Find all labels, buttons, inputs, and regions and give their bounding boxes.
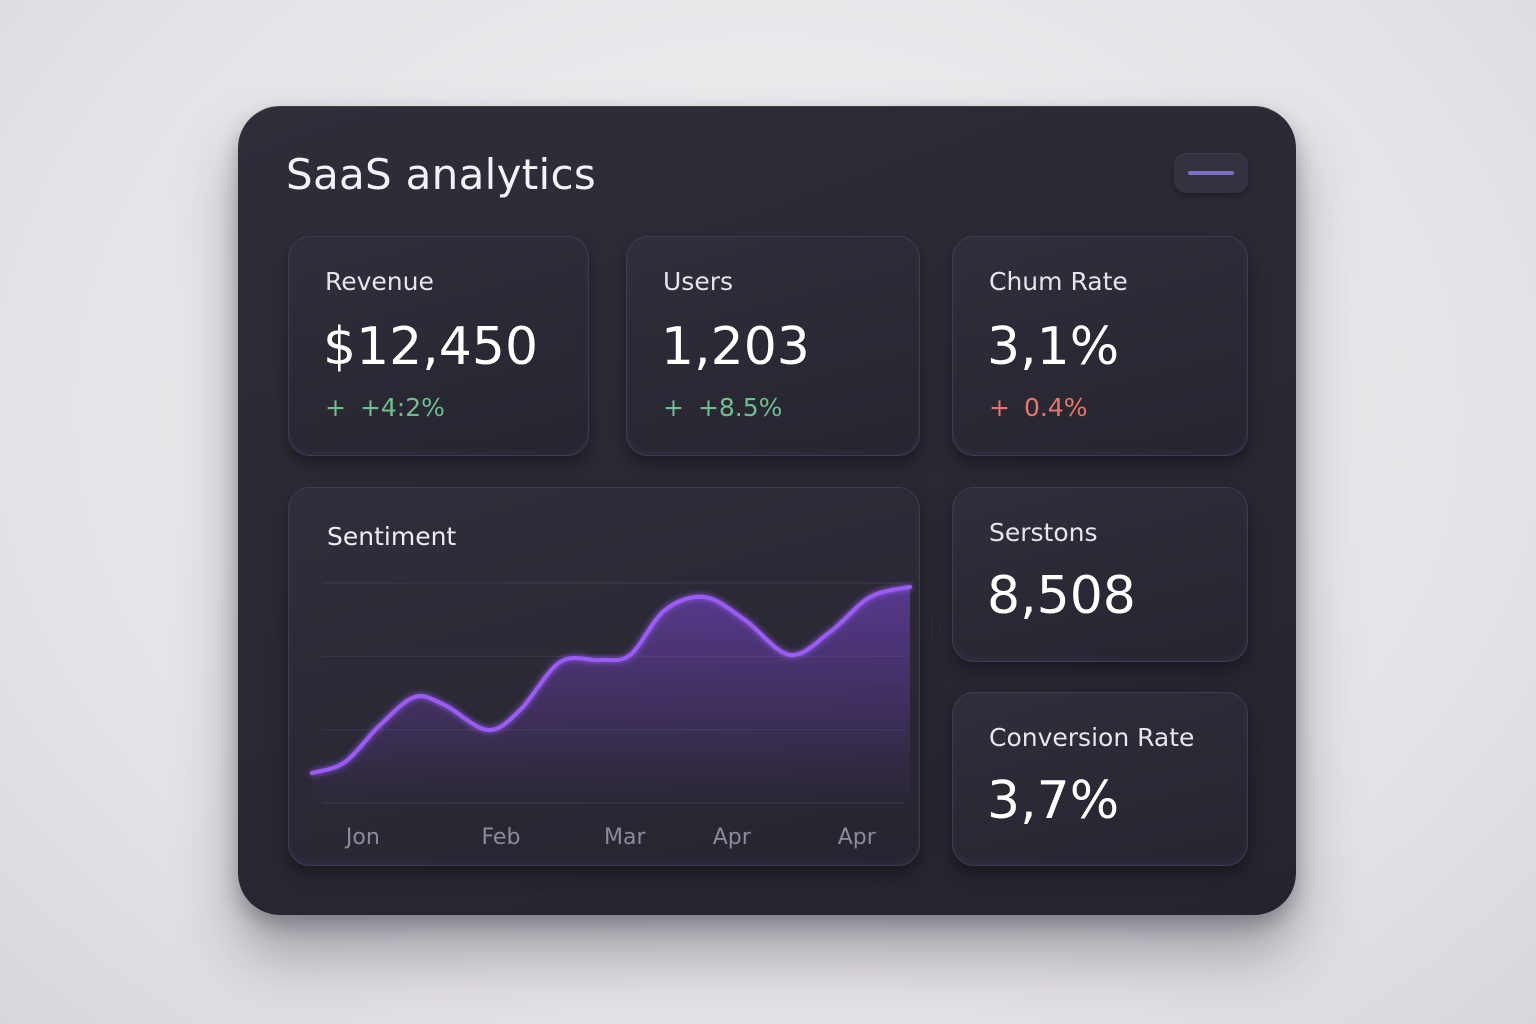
menu-toggle[interactable] [1174,153,1248,193]
change-icon: + [989,393,1010,422]
metric-change: + +4:2% [325,393,445,422]
metric-label: Conversion Rate [989,723,1195,752]
metric-card: Users 1,203 + +8.5% [626,236,920,456]
change-icon: + [663,393,684,422]
change-text: +8.5% [697,393,783,422]
metric-label: Serstons [989,518,1098,547]
change-text: 0.4% [1023,393,1088,422]
metric-change: + +8.5% [663,393,782,422]
change-text: +4:2% [359,393,445,422]
metric-label: Chum Rate [989,267,1128,296]
metric-value: 3,1% [987,317,1120,377]
change-icon: + [325,393,346,422]
chart-card [288,487,920,866]
dashboard-title: SaaS analytics [286,150,597,199]
metric-label: Users [663,267,734,296]
metric-value: $12,450 [323,317,539,377]
metric-value: 1,203 [661,317,810,377]
metric-card: Revenue $12,450 + +4:2% [288,236,589,456]
dashboard-panel: SaaS analytics Revenue $12,450 + +4:2% Users… [238,106,1296,915]
metric-value: 3,7% [987,771,1120,831]
metric-change: +0.4% [989,393,1087,422]
metric-card: Chum Rate 3,1% +0.4% [952,236,1248,456]
metric-card: Serstons 8,508 [952,487,1248,662]
metric-value: 8,508 [987,566,1136,626]
metric-card: Conversion Rate 3,7% [952,692,1248,866]
metric-label: Revenue [325,267,434,296]
